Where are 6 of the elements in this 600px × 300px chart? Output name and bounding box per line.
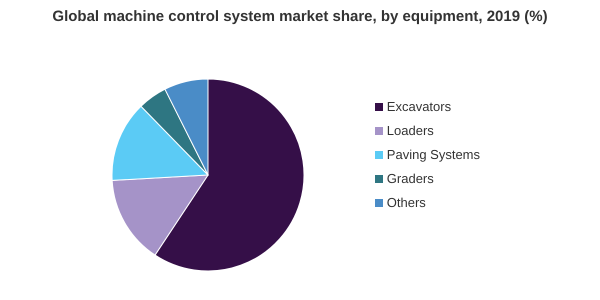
legend-label: Loaders <box>386 123 434 138</box>
legend-label: Graders <box>386 171 434 186</box>
chart-title: Global machine control system market share, by equipment, 2019 (%) <box>51 8 549 25</box>
legend-label: Paving Systems <box>386 147 480 162</box>
legend-label: Excavators <box>386 99 452 114</box>
legend-label: Others <box>386 195 426 210</box>
